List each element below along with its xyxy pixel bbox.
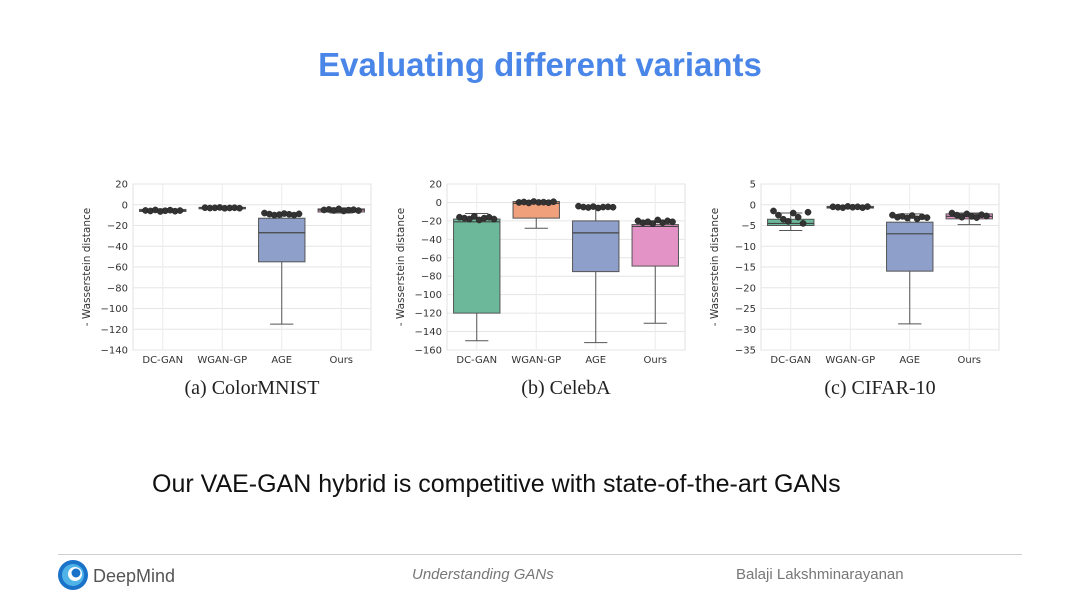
y-tick-label: 0 (122, 200, 128, 211)
chart-cifar10: 5 0 −5 −10 −15 −20 −25 −30 −35 DC-GAN WGAN-GP AGE Ou… (706, 170, 1006, 405)
y-tick-label: −120 (101, 325, 128, 336)
data-point (649, 220, 657, 228)
data-point (784, 218, 792, 225)
y-tick-label: −100 (101, 304, 128, 315)
x-tick-label: DC-GAN (142, 355, 183, 366)
data-point (295, 210, 303, 218)
x-tick-label: WGAN-GP (825, 355, 875, 366)
y-tick-label: −20 (107, 221, 128, 232)
y-tick-label: −60 (421, 253, 442, 264)
chart-caption: (b) CelebA (521, 377, 611, 399)
data-point (669, 218, 676, 226)
chart-svg: 20 0 −20 −40 −60 −80 −100 −120 −140 −160 DC-GAN WGA… (395, 180, 686, 399)
data-point (794, 213, 802, 221)
footer-talk-title: Understanding GANs (412, 566, 554, 583)
y-tick-label: −20 (735, 283, 756, 294)
data-point (609, 203, 617, 211)
y-tick-label: −40 (421, 235, 442, 246)
box-dc-gan (453, 218, 501, 314)
y-tick-label: −140 (415, 327, 442, 338)
data-point (550, 198, 557, 206)
data-point (470, 212, 478, 220)
data-point (908, 212, 916, 219)
y-tick-label: −15 (735, 263, 756, 274)
y-tick-label: −60 (107, 263, 128, 274)
data-point (973, 214, 980, 221)
box-age (572, 220, 620, 273)
y-tick-label: −35 (735, 346, 756, 357)
data-point (799, 220, 807, 227)
chart-caption: (a) ColorMNIST (185, 377, 320, 399)
y-tick-label: −100 (415, 290, 442, 301)
y-tick-label: 20 (429, 180, 442, 191)
data-point (490, 215, 498, 223)
box-ours (631, 224, 679, 267)
y-tick-label: 5 (750, 180, 756, 191)
y-axis-label: - Wasserstein distance (81, 208, 93, 326)
data-point (236, 204, 243, 212)
data-point (176, 207, 184, 214)
chart-svg: 5 0 −5 −10 −15 −20 −25 −30 −35 DC-GAN WGAN-GP AGE Ou… (709, 180, 1000, 399)
y-tick-label: 0 (436, 198, 442, 209)
data-point (864, 203, 871, 210)
y-tick-label: −120 (415, 309, 442, 320)
chart-celeba: 20 0 −20 −40 −60 −80 −100 −120 −140 −160 DC-GAN WGA… (392, 170, 692, 405)
chart-svg: 20 0 −20 −40 −60 −80 −100 −120 −140 DC-GAN WGAN-GP… (81, 180, 372, 399)
data-point (923, 214, 931, 221)
footer-author: Balaji Lakshminarayanan (736, 566, 904, 583)
chart-caption: (c) CIFAR-10 (824, 377, 935, 399)
slide-title: Evaluating different variants (318, 46, 762, 83)
y-tick-label: −5 (741, 221, 756, 232)
data-point (355, 207, 362, 214)
y-tick-label: −30 (735, 325, 756, 336)
y-tick-label: 20 (115, 180, 128, 191)
data-point (770, 207, 777, 215)
data-point (789, 209, 797, 217)
footer-divider (58, 554, 1022, 555)
data-point (983, 212, 990, 220)
footer-brand: DeepMind (93, 566, 176, 586)
y-tick-label: −80 (421, 272, 442, 283)
y-tick-label: −10 (735, 242, 756, 253)
y-axis-label: - Wasserstein distance (395, 208, 407, 326)
box-age (886, 221, 934, 272)
x-tick-label: Ours (329, 355, 353, 366)
deepmind-logo-icon (58, 560, 88, 590)
y-tick-label: 0 (750, 200, 756, 211)
x-tick-label: WGAN-GP (511, 355, 561, 366)
y-tick-label: −20 (421, 216, 442, 227)
x-tick-label: Ours (643, 355, 667, 366)
x-tick-label: WGAN-GP (197, 355, 247, 366)
x-tick-label: DC-GAN (456, 355, 497, 366)
box-age (258, 217, 306, 263)
data-point (775, 211, 782, 219)
y-tick-label: −140 (101, 346, 128, 357)
data-point (958, 213, 966, 221)
y-tick-label: −25 (735, 304, 756, 315)
y-tick-label: −160 (415, 346, 442, 357)
y-axis-label: - Wasserstein distance (709, 208, 721, 326)
data-point (804, 208, 812, 216)
x-tick-label: AGE (271, 355, 292, 366)
slide-subtitle: Our VAE-GAN hybrid is competitive with s… (152, 470, 841, 498)
x-tick-label: Ours (957, 355, 981, 366)
x-tick-label: AGE (899, 355, 920, 366)
y-tick-label: −80 (107, 283, 128, 294)
y-tick-label: −40 (107, 242, 128, 253)
x-tick-label: AGE (585, 355, 606, 366)
chart-colormnist: 20 0 −20 −40 −60 −80 −100 −120 −140 DC-GAN WGAN-GP… (78, 170, 378, 405)
x-tick-label: DC-GAN (770, 355, 811, 366)
